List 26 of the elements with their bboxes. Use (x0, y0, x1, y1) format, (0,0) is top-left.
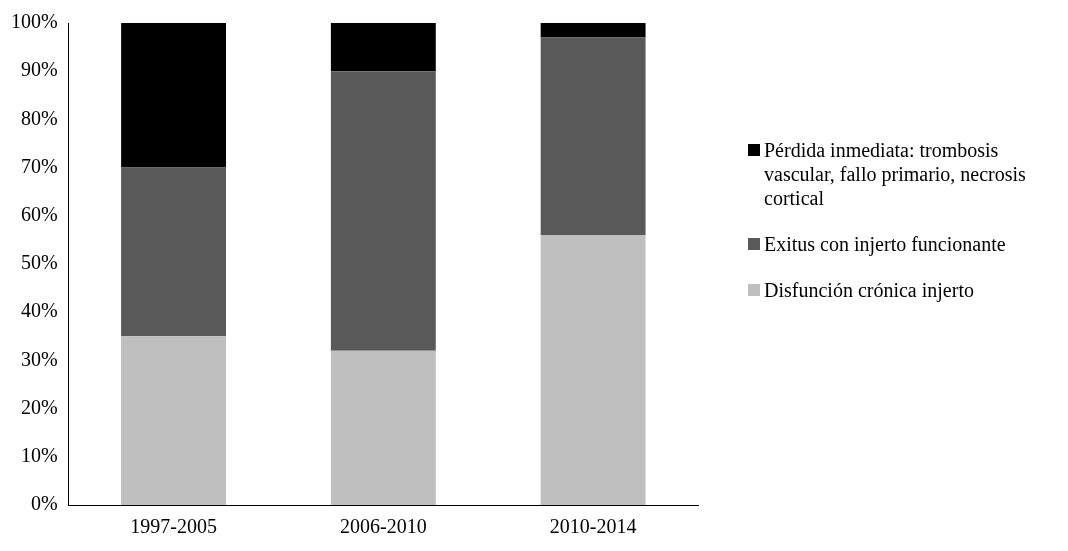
y-tick-label: 80% (20, 106, 58, 129)
y-tick-label: 30% (20, 347, 58, 370)
y-tick-label: 10% (20, 444, 58, 467)
bar (330, 23, 436, 72)
legend-label: Pérdida inmediata: trombosis vascular, fallo primario, necrosis cortical (764, 138, 1027, 210)
y-tick-label: 90% (20, 58, 58, 81)
y-tick-label: 0% (30, 492, 58, 515)
x-tick-label: 2006-2010 (339, 515, 427, 538)
y-tick-label: 50% (20, 251, 58, 274)
y-tick-label: 100% (10, 10, 58, 33)
bar (121, 23, 226, 168)
y-tick-label: 40% (20, 299, 58, 322)
y-tick-label: 20% (20, 395, 58, 418)
legend-label: Disfunción crónica injerto (764, 278, 974, 302)
x-tick-label: 1997-2005 (130, 515, 217, 538)
y-tick-label: 60% (20, 203, 58, 226)
bar (540, 37, 646, 236)
bar (540, 235, 646, 505)
bar (121, 167, 226, 337)
bar (540, 23, 646, 38)
bar (121, 336, 226, 505)
y-tick-label: 70% (20, 154, 58, 177)
bar (330, 350, 436, 505)
legend-label: Exitus con injerto funcionante (764, 232, 1006, 256)
bar (330, 71, 436, 351)
x-tick-label: 2010-2014 (549, 515, 637, 538)
